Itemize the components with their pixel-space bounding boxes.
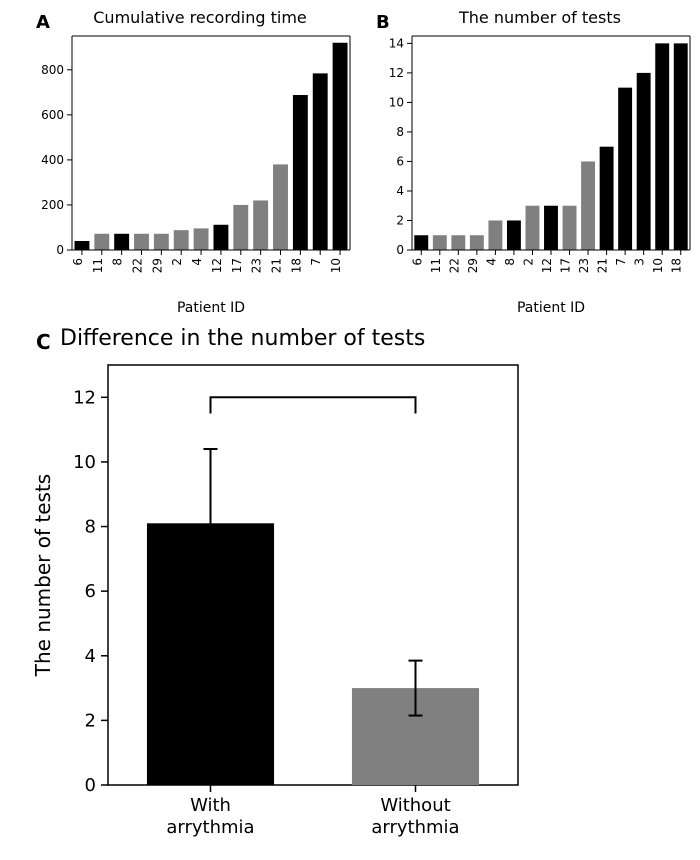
x-tick-label: arrythmia [371,817,459,838]
bar [213,225,228,250]
y-axis-label: The number of tests [31,474,55,677]
bar [313,73,328,250]
x-tick-label: 29 [150,258,164,273]
x-tick-label: 10 [651,258,665,273]
bar [581,161,595,250]
panel-c-chart: 024681012WitharrythmiaWithoutarrythmiaTh… [30,355,530,855]
bar [655,43,669,250]
x-tick-label: 17 [559,258,573,273]
bar [94,234,109,250]
x-axis-label: Patient ID [517,300,585,316]
x-tick-label: 23 [577,258,591,273]
x-tick-label: With [190,795,231,816]
bar [507,220,521,250]
x-tick-label: 10 [329,258,343,273]
y-tick-label: 0 [85,775,96,796]
x-tick-label: 22 [447,258,461,273]
y-tick-label: 600 [41,108,64,122]
x-tick-label: 3 [633,258,647,266]
y-tick-label: 2 [85,710,96,731]
x-tick-label: 2 [170,258,184,266]
bar [114,234,129,250]
panel-b-title: The number of tests [400,8,680,27]
x-tick-label: 12 [210,258,224,273]
x-tick-label: Without [380,795,450,816]
bar [134,234,149,250]
bar [451,235,465,250]
x-tick-label: 21 [596,258,610,273]
bar [433,235,447,250]
bar [233,205,248,250]
x-tick-label: 29 [466,258,480,273]
bar [253,200,268,250]
bar [637,73,651,250]
y-tick-label: 200 [41,198,64,212]
x-tick-label: 21 [270,258,284,273]
x-tick-label: 8 [111,258,125,266]
y-tick-label: 4 [396,184,404,198]
x-tick-label: 4 [484,258,498,266]
bar [293,95,308,250]
x-tick-label: 17 [230,258,244,273]
x-tick-label: 12 [540,258,554,273]
bar [674,43,688,250]
x-tick-label: 11 [91,258,105,273]
y-tick-label: 14 [389,36,404,50]
x-tick-label: 2 [521,258,535,266]
x-tick-label: 7 [309,258,323,266]
bar [488,220,502,250]
panel-c-label: C [36,330,51,354]
bar [194,228,209,250]
x-tick-label: 4 [190,258,204,266]
bar [544,206,558,250]
bar [600,147,614,250]
panel-a-chart: 0 200 400 600 800 6 11 8 22 29 24 12 17 23 21 18 7 10 Pati… [28,30,358,320]
x-axis-label: Patient ID [177,300,245,316]
y-tick-label: 6 [396,154,404,168]
y-tick-label: 12 [73,387,96,408]
bar [563,206,577,250]
panel-a-title: Cumulative recording time [60,8,340,27]
bar [414,235,428,250]
bar [154,234,169,250]
y-tick-label: 10 [389,95,404,109]
x-tick-label: 22 [131,258,145,273]
y-tick-label: 6 [85,581,96,602]
bar [333,43,348,250]
figure: A Cumulative recording time 020040060080… [0,0,700,860]
panel-b-chart: 02468101214611222948212172321731018Patie… [368,30,698,320]
y-tick-label: 0 [56,243,64,257]
y-tick-label: 800 [41,63,64,77]
y-tick-label: 2 [396,213,404,227]
y-tick-label: 8 [396,125,404,139]
bar [526,206,540,250]
y-tick-label: 8 [85,517,96,538]
y-tick-label: 4 [85,646,96,667]
bar [174,230,189,250]
y-tick-label: 12 [389,66,404,80]
panel-c-title: Difference in the number of tests [60,326,480,351]
bar [470,235,484,250]
x-tick-label: arrythmia [166,817,254,838]
x-tick-label: 18 [289,258,303,273]
significance-bracket [211,397,416,413]
y-tick-label: 0 [396,243,404,257]
y-tick-label: 400 [41,153,64,167]
x-tick-label: 23 [250,258,264,273]
bar [618,88,632,250]
x-tick-label: 6 [71,258,85,266]
bar [273,164,288,250]
bar [74,241,89,250]
x-tick-label: 11 [429,258,443,273]
x-tick-label: 6 [410,258,424,266]
x-tick-label: 7 [614,258,628,266]
x-tick-label: 18 [670,258,684,273]
x-tick-label: 8 [503,258,517,266]
y-tick-label: 10 [73,452,96,473]
